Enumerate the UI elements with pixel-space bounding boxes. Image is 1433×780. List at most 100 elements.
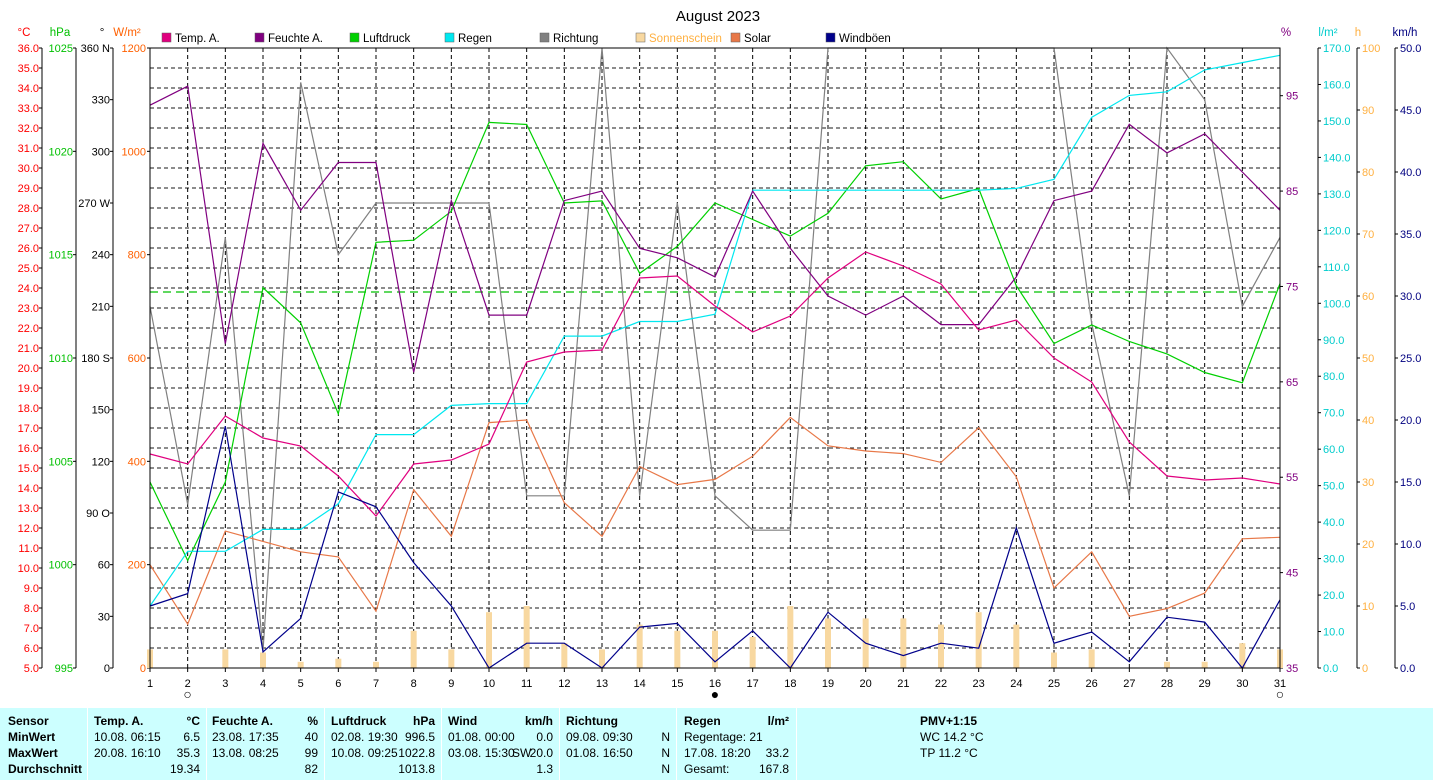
x-tick-label: 23 bbox=[973, 678, 985, 690]
tick-label-rain: 140.0 bbox=[1323, 152, 1351, 164]
wind-max-dir: SW bbox=[512, 746, 532, 760]
sunshine-bar bbox=[297, 661, 304, 668]
tick-label-humidity: 75 bbox=[1286, 281, 1298, 293]
tick-label-rain: 50.0 bbox=[1323, 481, 1344, 493]
humidity-header: Feuchte A. bbox=[212, 714, 273, 728]
tick-label-rain: 40.0 bbox=[1323, 517, 1344, 529]
tick-label-wind: 35.0 bbox=[1400, 229, 1421, 241]
tick-label-temp: 12.0 bbox=[18, 523, 39, 535]
tick-label-temp: 25.0 bbox=[18, 263, 39, 275]
x-tick-label: 16 bbox=[709, 678, 721, 690]
pressure-avg: 1013.8 bbox=[398, 762, 435, 776]
legend-label-1: Feuchte A. bbox=[268, 33, 323, 45]
pmv-header: PMV+1:15 bbox=[920, 714, 978, 728]
stats-humidity-column: Feuchte A.% 23.08. 17:35 40 13.08. 08:25 9… bbox=[212, 713, 318, 777]
sunshine-bar bbox=[975, 612, 982, 668]
tick-label-direction: 330 bbox=[92, 95, 110, 107]
tick-label-direction: 300 bbox=[92, 146, 110, 158]
direction-avg: N bbox=[661, 762, 670, 776]
tick-label-sunshine: 0 bbox=[1362, 663, 1368, 675]
tick-label-pressure: 1020 bbox=[49, 146, 73, 158]
tick-label-wind: 15.0 bbox=[1400, 477, 1421, 489]
tick-label-direction: 360 N bbox=[81, 43, 110, 55]
tick-label-wind: 20.0 bbox=[1400, 415, 1421, 427]
sunshine-bar bbox=[561, 643, 568, 668]
tick-label-sunshine: 40 bbox=[1362, 415, 1374, 427]
row-label-min: MinWert bbox=[8, 730, 56, 744]
x-tick-label: 8 bbox=[411, 678, 417, 690]
tick-label-temp: 30.0 bbox=[18, 163, 39, 175]
legend-label-0: Temp. A. bbox=[175, 33, 220, 45]
tick-label-temp: 18.0 bbox=[18, 403, 39, 415]
direction-min-time: 09.08. 09:30 bbox=[566, 730, 633, 744]
tick-label-direction: 0 bbox=[104, 663, 110, 675]
tick-label-wind: 5.0 bbox=[1400, 601, 1415, 613]
sunshine-bar bbox=[222, 649, 229, 668]
x-tick-label: 27 bbox=[1123, 678, 1135, 690]
tick-label-temp: 15.0 bbox=[18, 463, 39, 475]
tick-label-temp: 34.0 bbox=[18, 83, 39, 95]
sunshine-bar bbox=[938, 624, 944, 668]
tick-label-humidity: 85 bbox=[1286, 186, 1298, 198]
tick-label-solar: 800 bbox=[128, 250, 146, 262]
tick-label-temp: 22.0 bbox=[18, 323, 39, 335]
tick-label-rain: 30.0 bbox=[1323, 554, 1344, 566]
tick-label-temp: 14.0 bbox=[18, 483, 39, 495]
tick-label-direction: 150 bbox=[92, 405, 110, 417]
temp-header: Temp. A. bbox=[94, 714, 144, 728]
tick-label-pressure: 1005 bbox=[49, 456, 73, 468]
temp-min-time: 10.08. 06:15 bbox=[94, 730, 161, 744]
legend-label-2: Luftdruck bbox=[363, 33, 411, 45]
chart-title: August 2023 bbox=[676, 8, 760, 25]
x-tick-label: 17 bbox=[747, 678, 759, 690]
temp-min: 6.5 bbox=[183, 730, 200, 744]
tick-label-sunshine: 90 bbox=[1362, 105, 1374, 117]
tick-label-sunshine: 10 bbox=[1362, 601, 1374, 613]
series-line-regen bbox=[149, 54, 1281, 607]
stats-pmv-column: PMV+1:15 WC 14.2 °C TP 11.2 °C bbox=[920, 713, 1060, 761]
tick-label-solar: 200 bbox=[128, 560, 146, 572]
x-tick-label: 1 bbox=[147, 678, 153, 690]
x-tick-label: 13 bbox=[596, 678, 608, 690]
tick-label-temp: 26.0 bbox=[18, 243, 39, 255]
tick-label-temp: 5.0 bbox=[24, 663, 39, 675]
direction-max: N bbox=[661, 746, 670, 760]
direction-min: N bbox=[661, 730, 670, 744]
tick-label-humidity: 45 bbox=[1286, 568, 1298, 580]
chart-legend: Temp. A. Feuchte A. Luftdruck Regen Richtung… bbox=[161, 32, 891, 45]
tick-label-temp: 29.0 bbox=[18, 183, 39, 195]
legend-label-4: Richtung bbox=[553, 33, 598, 45]
sunshine-bar bbox=[448, 649, 455, 668]
x-tick-label: 28 bbox=[1161, 678, 1173, 690]
x-tick-label: 30 bbox=[1236, 678, 1248, 690]
tick-label-solar: 1000 bbox=[122, 146, 146, 158]
sunshine-bar bbox=[260, 652, 266, 668]
tick-label-rain: 10.0 bbox=[1323, 627, 1344, 639]
tick-label-temp: 17.0 bbox=[18, 423, 39, 435]
tick-label-humidity: 95 bbox=[1286, 91, 1298, 103]
tick-label-pressure: 1015 bbox=[49, 250, 73, 262]
tick-label-rain: 130.0 bbox=[1323, 189, 1351, 201]
humidity-max-time: 13.08. 08:25 bbox=[212, 746, 279, 760]
humidity-max: 99 bbox=[304, 746, 318, 760]
tick-label-direction: 240 bbox=[92, 250, 110, 262]
x-tick-label: 19 bbox=[822, 678, 834, 690]
legend-swatch-1 bbox=[254, 32, 265, 43]
axis-header-sunshine: h bbox=[1355, 27, 1361, 39]
tick-label-rain: 60.0 bbox=[1323, 444, 1344, 456]
sunshine-bar bbox=[787, 606, 794, 668]
tick-label-temp: 35.0 bbox=[18, 63, 39, 75]
x-tick-label: 18 bbox=[784, 678, 796, 690]
temp-max: 35.3 bbox=[176, 746, 200, 760]
tick-label-temp: 21.0 bbox=[18, 343, 39, 355]
tick-label-rain: 150.0 bbox=[1323, 116, 1351, 128]
sunshine-bar bbox=[486, 612, 492, 668]
x-tick-label: 11 bbox=[521, 678, 532, 690]
rain-total: 167.8 bbox=[758, 762, 789, 776]
temp-max-time: 20.08. 16:10 bbox=[94, 746, 161, 760]
sunshine-bar bbox=[1088, 649, 1095, 668]
tick-label-temp: 19.0 bbox=[18, 383, 39, 395]
tick-label-temp: 32.0 bbox=[18, 123, 39, 135]
rain-header: Regen bbox=[684, 714, 721, 728]
pmv-wc: WC 14.2 °C bbox=[920, 730, 984, 744]
